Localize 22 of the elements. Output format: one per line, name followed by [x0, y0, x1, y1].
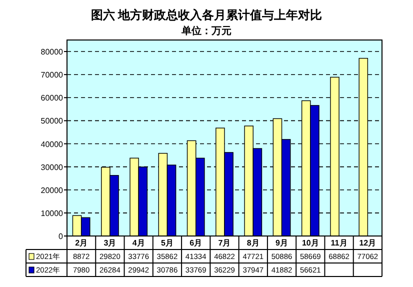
- x-tick-label: 6月: [190, 238, 202, 248]
- y-tick-label: 80000: [40, 48, 64, 57]
- chart-subtitle: 单位：万元: [180, 25, 232, 37]
- y-tick-label: 10000: [40, 208, 64, 218]
- x-tick-label: 5月: [161, 238, 174, 248]
- y-tick-label: 40000: [40, 140, 64, 149]
- y-tick-label: 20000: [40, 186, 64, 195]
- x-tick-label: 7月: [218, 238, 231, 248]
- x-tick-label: 3月: [104, 238, 116, 248]
- x-tick-label: 10月: [302, 238, 319, 248]
- y-tick-label: 50000: [40, 116, 64, 126]
- y-tick-label: 0: [58, 232, 64, 241]
- x-tick-label: 8月: [246, 238, 260, 248]
- y-tick-label: 70000: [40, 70, 64, 80]
- y-tick-label: 30000: [40, 162, 64, 172]
- x-tick-label: 9月: [276, 238, 288, 248]
- x-tick-label: 4月: [132, 238, 145, 248]
- y-tick-label: 60000: [40, 94, 64, 103]
- x-tick-label: 2月: [75, 238, 88, 248]
- chart-title: 图六 地方财政总收入各月累计值与上年对比: [90, 8, 322, 22]
- x-tick-label: 12月: [359, 238, 376, 248]
- x-tick-label: 11月: [330, 238, 348, 248]
